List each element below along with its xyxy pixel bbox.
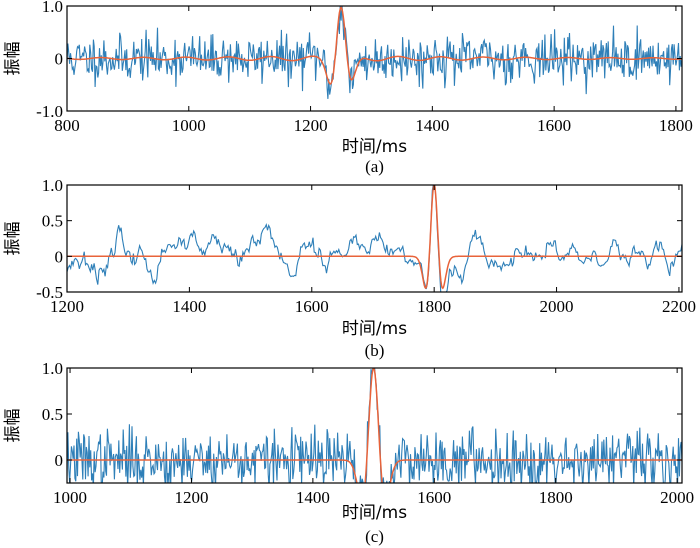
x-axis-title: 时间/ms: [342, 319, 407, 339]
x-tick-label: 1000: [172, 116, 206, 135]
x-tick-label: 1800: [417, 297, 451, 316]
y-tick-label: 1.0: [42, 176, 63, 195]
x-tick-label: 1200: [50, 297, 84, 316]
panel-caption: (a): [365, 157, 384, 176]
series-noisy-line: [67, 6, 682, 99]
series-wavelet-line: [67, 6, 682, 85]
panel-caption: (c): [365, 527, 384, 546]
series-wavelet-line: [67, 368, 682, 483]
x-tick-label: 2000: [540, 297, 574, 316]
x-axis-title: 时间/ms: [342, 137, 407, 157]
y-axis-title: 振幅: [3, 42, 23, 76]
x-tick-label: 1400: [415, 116, 449, 135]
y-axis-title: 振幅: [3, 409, 23, 443]
y-tick-label: 0.5: [42, 405, 63, 424]
y-axis-title: 振幅: [3, 222, 23, 256]
axes-frame: [66, 367, 683, 484]
x-tick-label: 1600: [295, 297, 329, 316]
x-tick-label: 2000: [660, 488, 694, 507]
panel-caption: (b): [365, 341, 385, 360]
y-tick-label: 0: [55, 247, 64, 266]
x-tick-label: 2200: [662, 297, 696, 316]
y-tick-label: 1.0: [42, 0, 63, 16]
x-tick-label: 1600: [537, 116, 571, 135]
series-wavelet-line: [67, 185, 682, 290]
x-tick-label: 1800: [539, 488, 573, 507]
x-axis-title: 时间/ms: [342, 503, 407, 523]
panel-a: 800 1000 1200 1400 1600 1800 1.0 0 -1.0 振幅时间/ms(a…: [3, 0, 693, 176]
y-tick-label: 0: [55, 451, 64, 470]
x-tick-label: 800: [54, 116, 80, 135]
axes-frame: [66, 184, 683, 293]
x-tick-label: 1000: [53, 488, 87, 507]
panel-b: 1200 1400 1600 1800 2000 2200 1.0 0.5 0 -0.5 振幅时间/…: [3, 176, 696, 360]
y-tick-label: 0.5: [42, 212, 63, 231]
y-tick-label: 1.0: [42, 359, 63, 378]
x-tick-label: 1200: [174, 488, 208, 507]
series-noisy-line: [67, 368, 682, 483]
y-tick-label: 0: [55, 50, 64, 69]
x-tick-label: 1600: [417, 488, 451, 507]
y-tick-label: -0.5: [36, 283, 63, 302]
x-tick-label: 1400: [172, 297, 206, 316]
y-tick-label: -1.0: [36, 102, 63, 121]
x-tick-label: 1800: [659, 116, 693, 135]
x-tick-label: 1400: [296, 488, 330, 507]
x-tick-label: 1200: [294, 116, 328, 135]
series-noisy-line: [67, 185, 682, 292]
